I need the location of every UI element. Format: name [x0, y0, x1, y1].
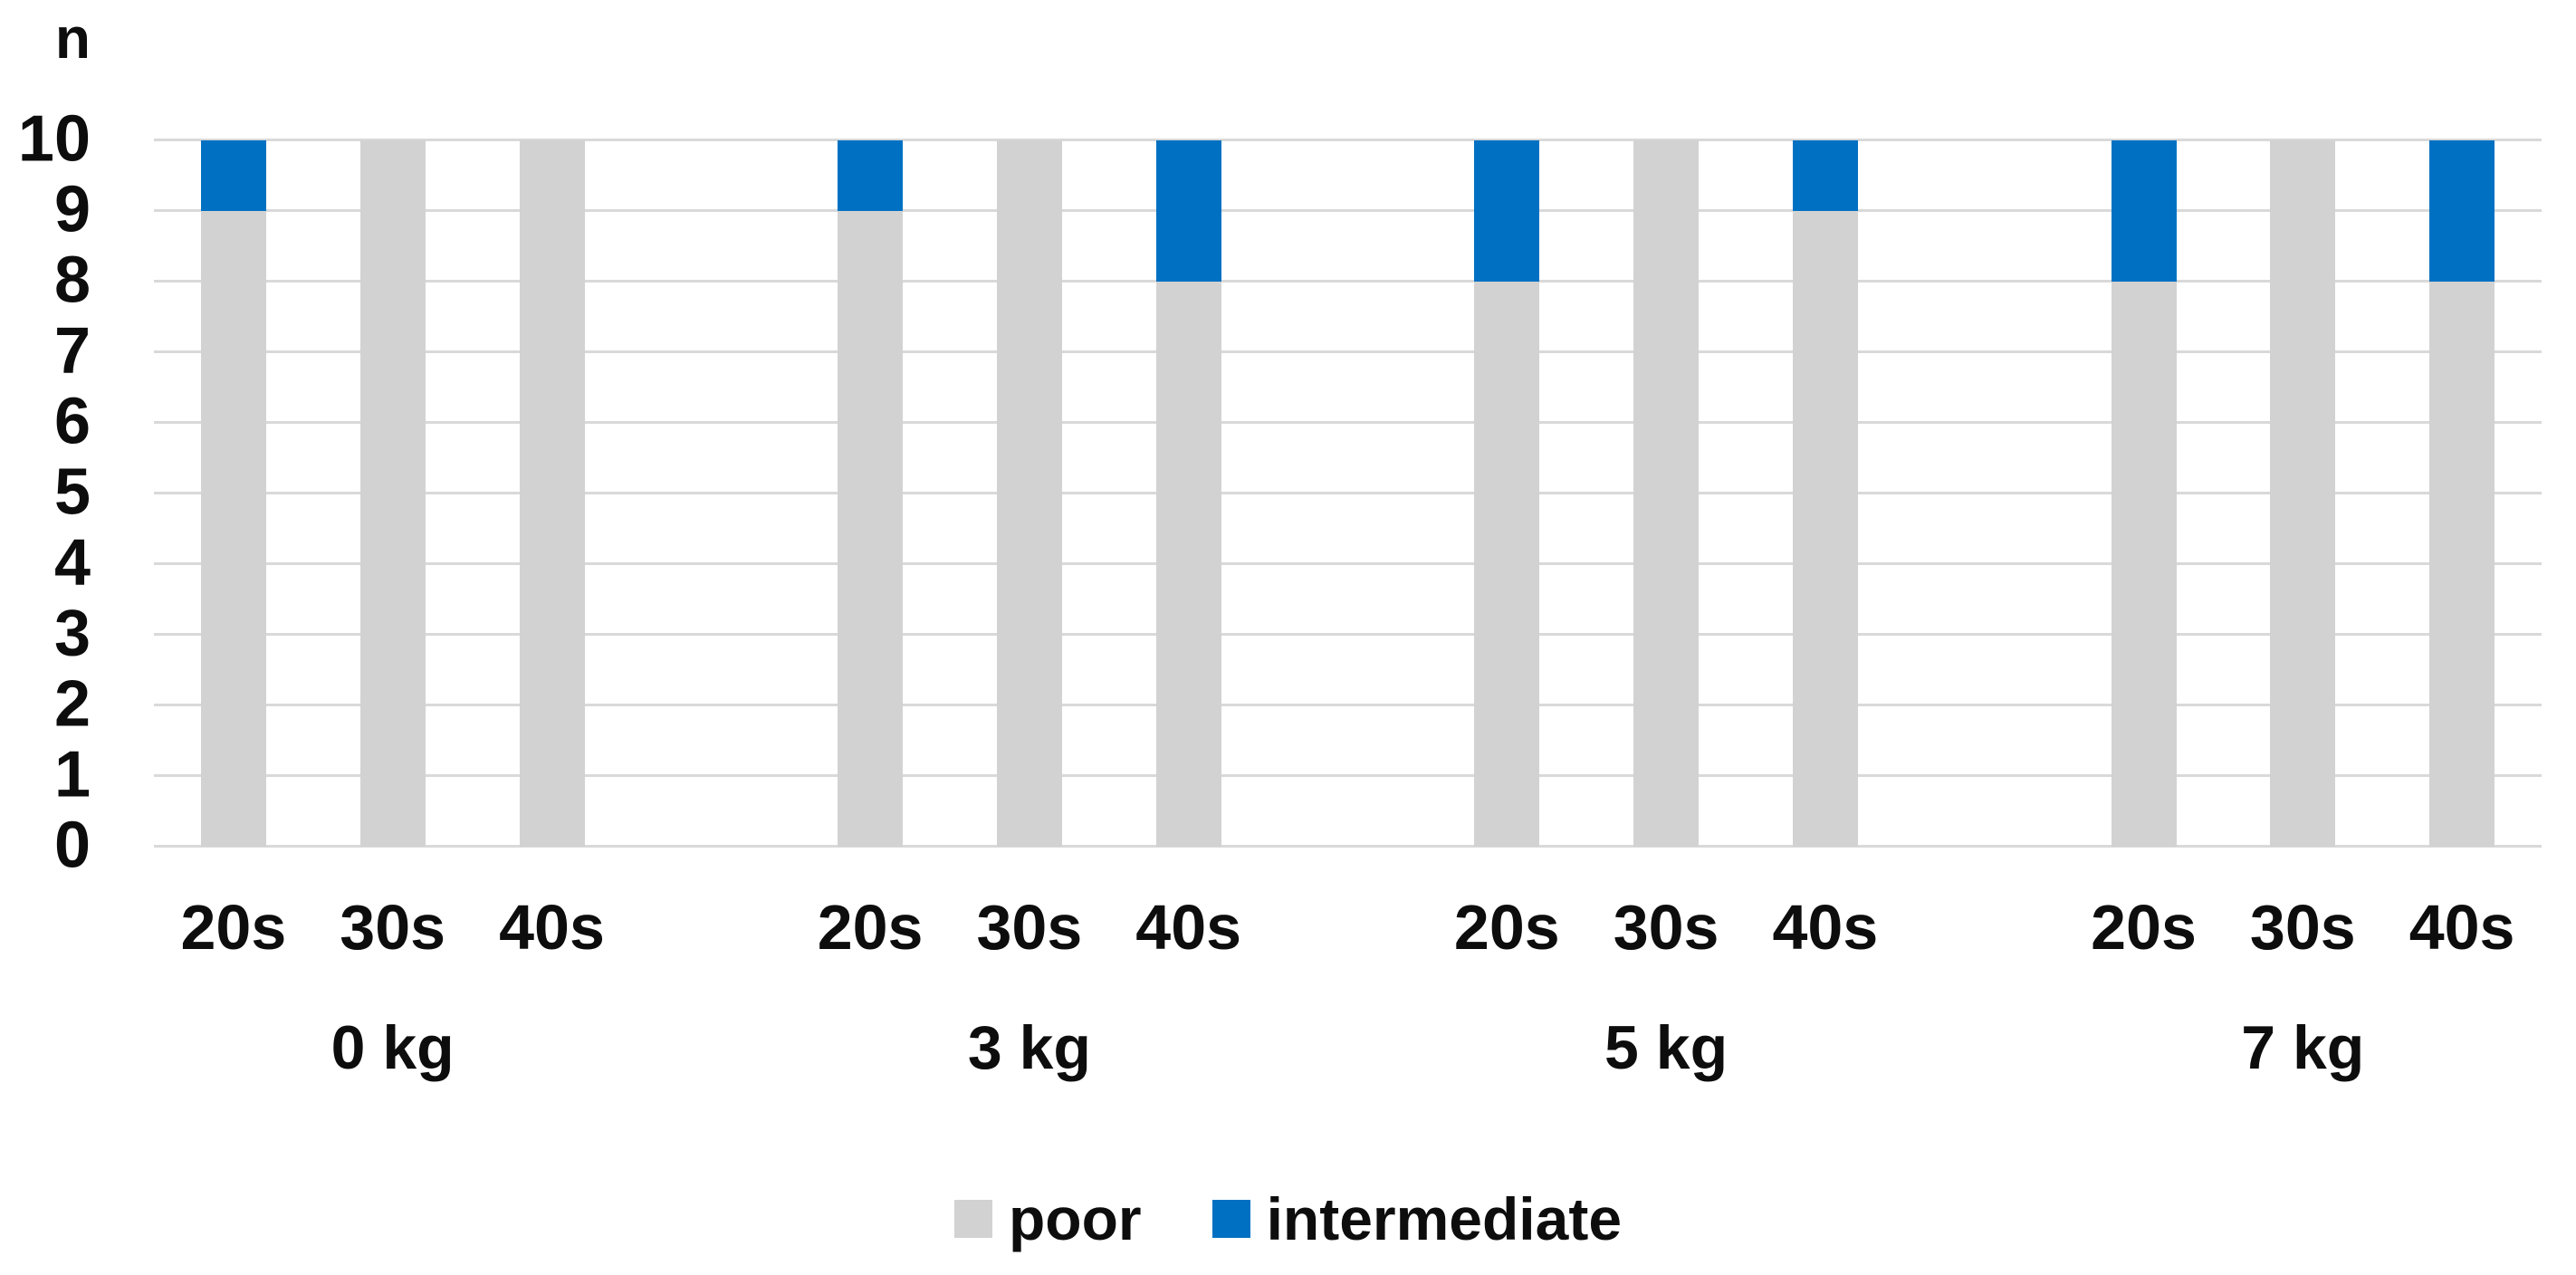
x-category-label: 40s	[1772, 892, 1879, 963]
x-category-label: 30s	[976, 892, 1083, 963]
gridline	[154, 209, 2542, 212]
bar-5kg-20s-poor	[1474, 282, 1540, 847]
gridline	[154, 492, 2542, 494]
bar-5kg-30s-poor	[1633, 140, 1700, 847]
legend-swatch-poor	[953, 1200, 992, 1238]
y-axis-tick-label: 5	[53, 455, 91, 529]
bar-7kg-30s-poor	[2270, 140, 2336, 847]
gridline	[154, 280, 2542, 283]
bar-7kg-20s-poor	[2111, 282, 2177, 847]
legend-label-intermediate: intermediate	[1266, 1185, 1623, 1252]
bar-5kg-20s-intermediate	[1474, 140, 1540, 282]
bar-3kg-40s-intermediate	[1155, 140, 1221, 282]
legend-item-poor: poor	[953, 1185, 1142, 1252]
legend-label-poor: poor	[1008, 1185, 1142, 1252]
y-axis-tick-label: 2	[53, 667, 91, 741]
gridline	[154, 704, 2542, 706]
gridline	[154, 562, 2542, 565]
gridline	[154, 421, 2542, 424]
x-category-label: 20s	[2091, 892, 2197, 963]
bar-5kg-40s-intermediate	[1792, 140, 1858, 211]
bar-5kg-40s-poor	[1792, 211, 1858, 847]
y-axis-tick-label: 10	[17, 102, 91, 176]
x-category-label: 30s	[1613, 892, 1719, 963]
y-axis-tick-label: 1	[53, 738, 91, 811]
bar-0kg-40s-poor	[519, 140, 585, 847]
bar-7kg-20s-intermediate	[2111, 140, 2177, 282]
bar-3kg-40s-poor	[1155, 282, 1221, 847]
bar-0kg-30s-poor	[359, 140, 426, 847]
x-category-label: 40s	[499, 892, 605, 963]
gridline	[154, 139, 2542, 141]
gridline	[154, 350, 2542, 353]
x-category-label: 40s	[1135, 892, 1242, 963]
y-axis-tick-label: 9	[53, 173, 91, 246]
bar-7kg-40s-poor	[2429, 282, 2495, 847]
x-category-label: 20s	[817, 892, 924, 963]
y-axis-tick-label: 0	[53, 809, 91, 882]
bar-0kg-20s-poor	[200, 211, 266, 847]
x-group-label: 7 kg	[2241, 1013, 2365, 1082]
y-axis-title: n	[54, 5, 91, 71]
x-category-label: 30s	[2249, 892, 2356, 963]
y-axis-tick-label: 3	[53, 597, 91, 670]
legend: poor intermediate	[0, 1184, 2576, 1253]
y-axis-tick-label: 6	[53, 385, 91, 458]
y-axis-tick-label: 8	[53, 244, 91, 317]
x-category-label: 40s	[2408, 892, 2515, 963]
gridline	[154, 633, 2542, 636]
legend-item-intermediate: intermediate	[1211, 1185, 1623, 1252]
x-group-label: 3 kg	[967, 1013, 1091, 1082]
bar-3kg-30s-poor	[996, 140, 1062, 847]
legend-swatch-intermediate	[1211, 1200, 1250, 1238]
bar-7kg-40s-intermediate	[2429, 140, 2495, 282]
x-group-label: 5 kg	[1604, 1013, 1729, 1082]
bar-3kg-20s-intermediate	[838, 140, 904, 211]
gridline	[154, 774, 2542, 777]
bar-3kg-20s-poor	[838, 211, 904, 847]
x-group-label: 0 kg	[330, 1013, 455, 1082]
x-category-label: 20s	[180, 892, 287, 963]
y-axis-tick-label: 7	[53, 314, 91, 388]
gridline	[154, 845, 2542, 848]
y-axis-tick-label: 4	[53, 526, 91, 599]
x-category-label: 20s	[1453, 892, 1560, 963]
x-category-label: 30s	[340, 892, 446, 963]
bar-0kg-20s-intermediate	[200, 140, 266, 211]
